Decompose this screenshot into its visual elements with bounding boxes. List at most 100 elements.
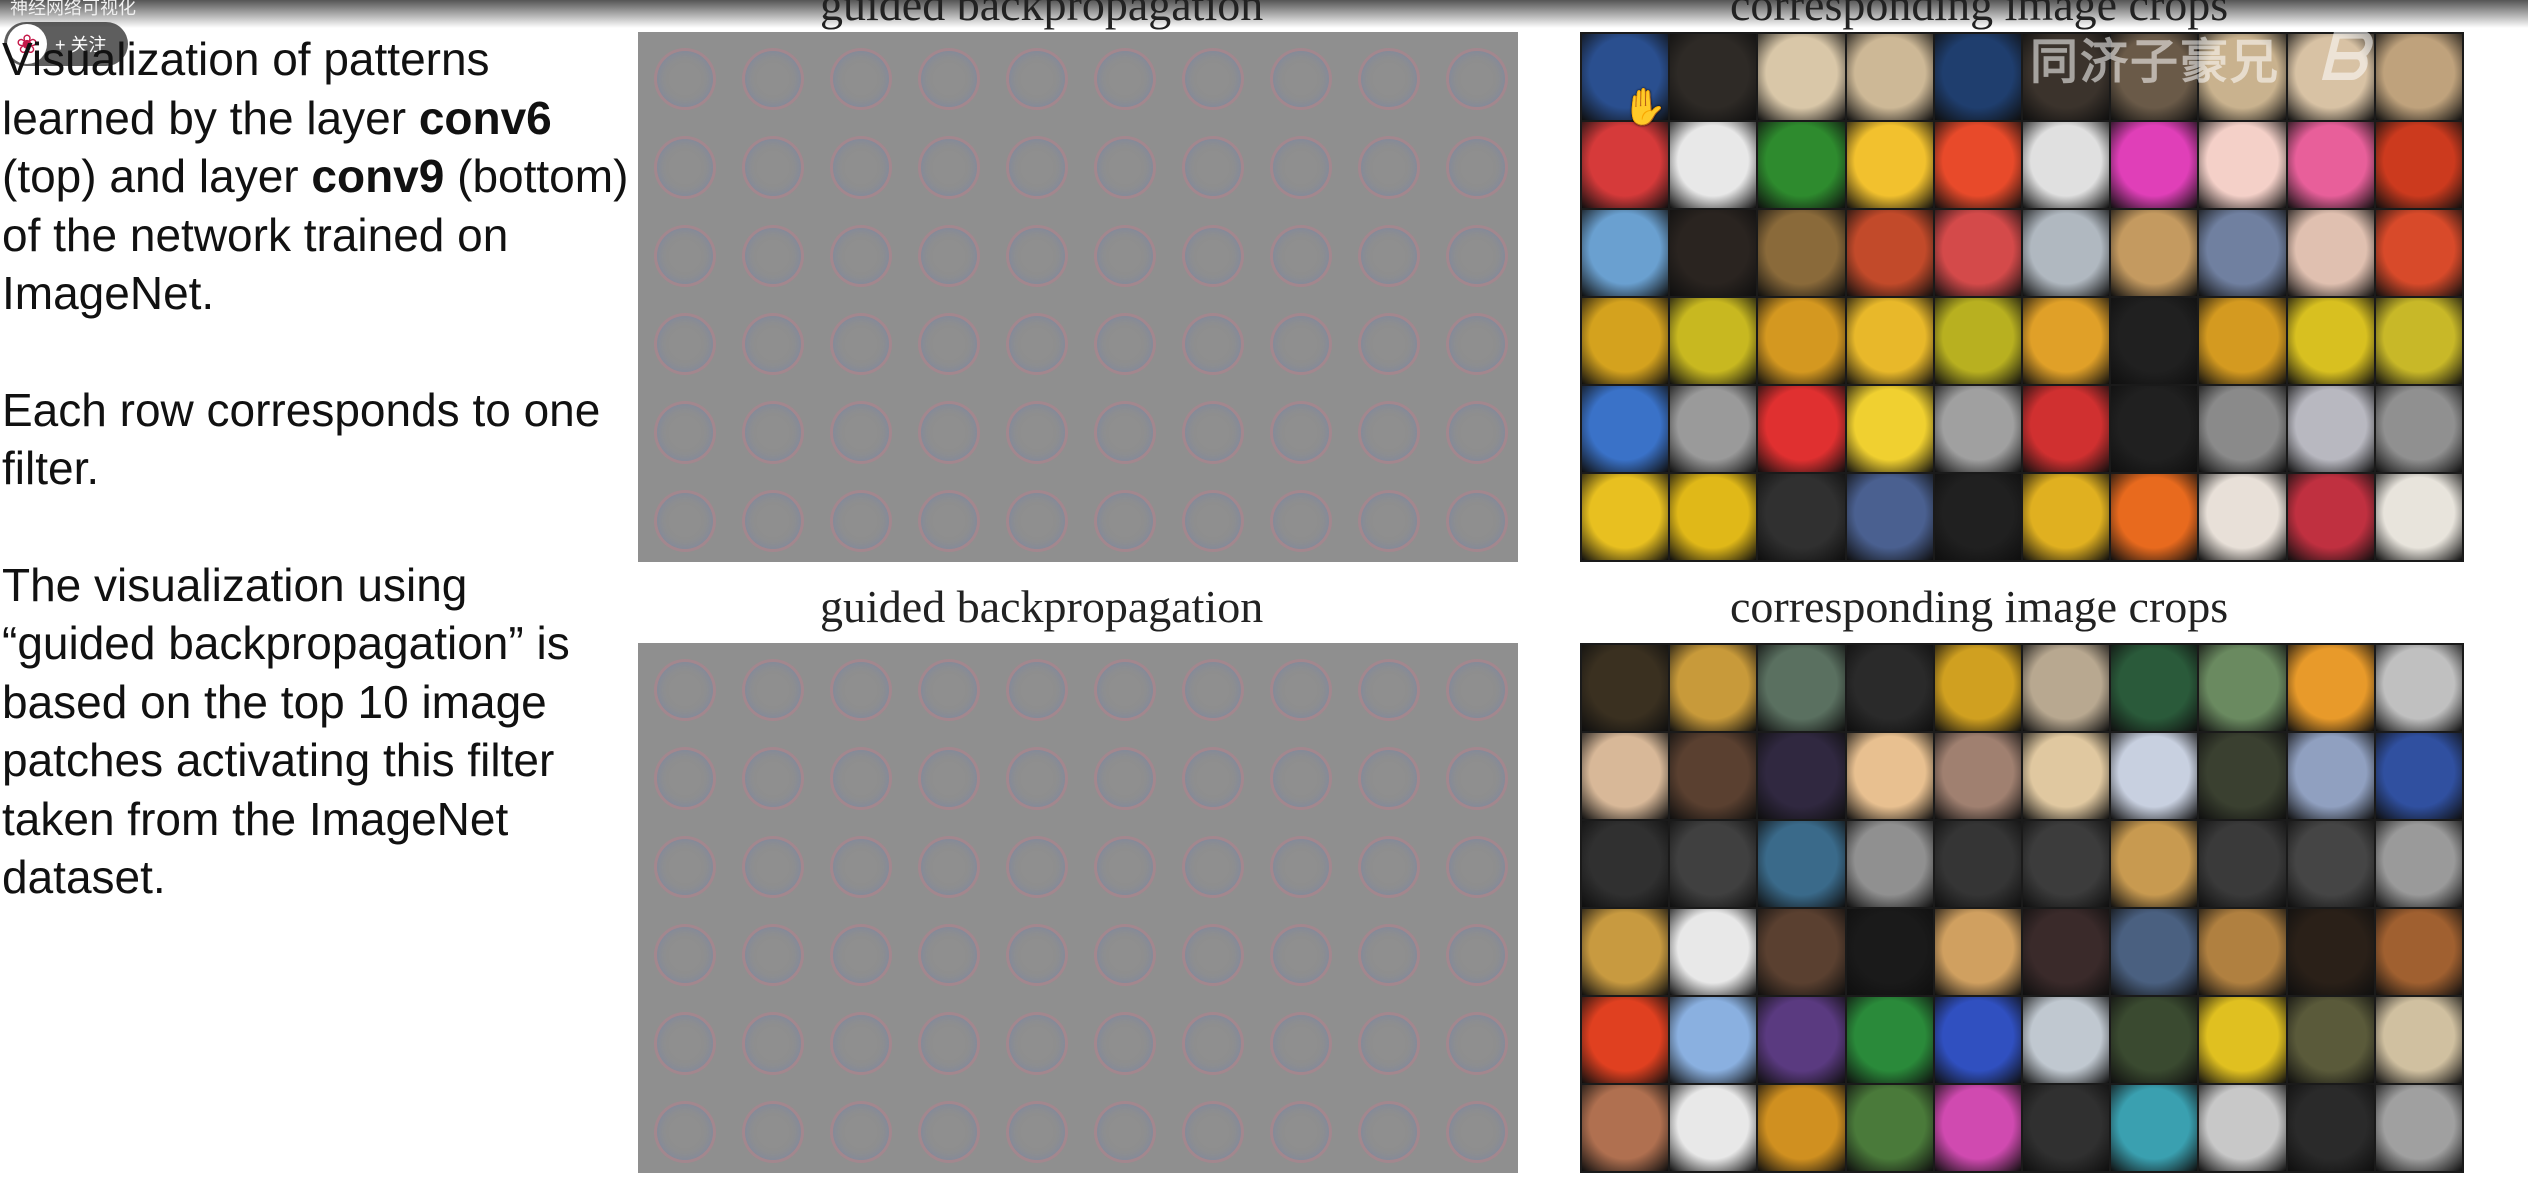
- image-top-crop: [1758, 122, 1845, 208]
- guided-backprop-top-cell: [726, 32, 814, 120]
- guided-backprop-top-cell: [1342, 209, 1430, 297]
- guided-backprop-bottom-cell: [1342, 731, 1430, 819]
- guided-backprop-top-cell: [726, 209, 814, 297]
- guided-backprop-top-cell: [1254, 120, 1342, 208]
- image-top-crop: [2375, 122, 2462, 208]
- image-bottom-crop: [1582, 909, 1669, 995]
- guided-backprop-top-cell: [1430, 474, 1518, 562]
- guided-backprop-bottom-cell: [1166, 731, 1254, 819]
- guided-backprop-bottom-cell: [814, 1085, 902, 1173]
- guided-backprop-top-cell: [990, 385, 1078, 473]
- guided-backprop-top-cell: [1078, 32, 1166, 120]
- image-top-crop: [2022, 210, 2110, 296]
- image-top-crop: [1934, 474, 2021, 560]
- guided-backprop-bottom-cell: [990, 996, 1078, 1084]
- guided-backprop-bottom-cell: [1430, 1085, 1518, 1173]
- guided-backprop-bottom-cell: [638, 643, 726, 731]
- guided-backprop-bottom-cell: [902, 1085, 990, 1173]
- image-bottom-crop: [1934, 909, 2021, 995]
- guided-backprop-bottom-cell: [726, 643, 814, 731]
- guided-backprop-top-cell: [1166, 209, 1254, 297]
- image-bottom-crop: [1934, 1085, 2021, 1171]
- guided-backprop-bottom-cell: [638, 1085, 726, 1173]
- guided-backprop-top-cell: [1078, 385, 1166, 473]
- guided-backprop-bottom-cell: [814, 996, 902, 1084]
- guided-backprop-bottom-cell: [902, 996, 990, 1084]
- top-right-panel-title: corresponding image crops: [1730, 0, 2229, 30]
- image-bottom-crop: [1670, 821, 1757, 907]
- image-top-crop: [1758, 34, 1845, 120]
- image-bottom-crop: [1670, 645, 1757, 731]
- guided-backprop-top-cell: [1430, 297, 1518, 385]
- image-top-crop: [1846, 122, 1933, 208]
- guided-backprop-top-cell: [1166, 297, 1254, 385]
- image-bottom-crop: [2111, 909, 2198, 995]
- guided-backprop-top-cell: [1430, 209, 1518, 297]
- image-top-crop: [2375, 474, 2462, 560]
- guided-backprop-bottom-cell: [1166, 1085, 1254, 1173]
- image-top-crop: [1670, 122, 1757, 208]
- guided-backprop-bottom-cell: [902, 908, 990, 996]
- guided-backprop-bottom-cell: [1254, 996, 1342, 1084]
- guided-backprop-top-cell: [1430, 32, 1518, 120]
- guided-backprop-bottom-cell: [1342, 996, 1430, 1084]
- image-top-crop: [2199, 474, 2286, 560]
- guided-backprop-top-cell: [990, 474, 1078, 562]
- image-bottom-crop: [2111, 821, 2198, 907]
- image-bottom-crop: [2375, 909, 2462, 995]
- top-left-panel-title: guided backpropagation: [820, 0, 1264, 30]
- guided-backprop-bottom-cell: [638, 996, 726, 1084]
- image-bottom-crop: [2287, 733, 2374, 819]
- guided-backprop-bottom-cell: [1166, 820, 1254, 908]
- guided-backprop-top-cell: [902, 120, 990, 208]
- image-bottom-crop: [1758, 997, 1845, 1083]
- image-top-crop: [1670, 474, 1757, 560]
- description-text: Visualization of patterns learned by the…: [2, 30, 632, 965]
- guided-backprop-top-cell: [1430, 120, 1518, 208]
- uploader-follow-pill[interactable]: ❀ + 关注: [4, 22, 128, 66]
- guided-backprop-top-cell: [638, 385, 726, 473]
- guided-backprop-bottom-cell: [902, 643, 990, 731]
- guided-backprop-top-cell: [1166, 474, 1254, 562]
- guided-backprop-bottom-cell: [1166, 908, 1254, 996]
- guided-backprop-bottom-cell: [1342, 643, 1430, 731]
- image-crops-grid-top: [1580, 32, 2464, 562]
- image-bottom-crop: [2287, 821, 2374, 907]
- image-top-crop: [2111, 34, 2198, 120]
- guided-backprop-top-cell: [814, 120, 902, 208]
- image-bottom-crop: [1846, 1085, 1933, 1171]
- guided-backprop-top-cell: [1078, 297, 1166, 385]
- image-bottom-crop: [1758, 909, 1845, 995]
- guided-backprop-top-cell: [726, 385, 814, 473]
- image-top-crop: [2111, 298, 2198, 384]
- image-top-crop: [2022, 122, 2110, 208]
- guided-backprop-bottom-cell: [990, 1085, 1078, 1173]
- guided-backprop-top-cell: [1254, 385, 1342, 473]
- image-top-crop: [1846, 386, 1933, 472]
- image-top-crop: [1582, 386, 1669, 472]
- image-bottom-crop: [2375, 733, 2462, 819]
- image-top-crop: [1758, 298, 1845, 384]
- image-bottom-crop: [1846, 645, 1933, 731]
- guided-backprop-top-cell: [990, 32, 1078, 120]
- image-top-crop: [2287, 34, 2374, 120]
- image-top-crop: [1670, 34, 1757, 120]
- follow-button[interactable]: + 关注: [55, 35, 107, 55]
- description-paragraph-3: The visualization using “guided backprop…: [2, 558, 570, 904]
- watermark-text: 同济子豪兄: [2030, 36, 2281, 89]
- guided-backprop-bottom-cell: [990, 820, 1078, 908]
- guided-backprop-bottom-cell: [1078, 731, 1166, 819]
- image-bottom-crop: [2022, 645, 2110, 731]
- guided-backprop-top-cell: [814, 32, 902, 120]
- video-top-gradient: 神经网络可视化: [0, 0, 2528, 28]
- image-bottom-crop: [2199, 909, 2286, 995]
- image-bottom-crop: [1758, 821, 1845, 907]
- image-bottom-crop: [2111, 733, 2198, 819]
- image-top-crop: [1846, 474, 1933, 560]
- image-top-crop: [1758, 386, 1845, 472]
- image-top-crop: [2111, 210, 2198, 296]
- image-top-crop: [2199, 386, 2286, 472]
- image-top-crop: [1670, 210, 1757, 296]
- guided-backprop-top-cell: [902, 209, 990, 297]
- image-bottom-crop: [1758, 733, 1845, 819]
